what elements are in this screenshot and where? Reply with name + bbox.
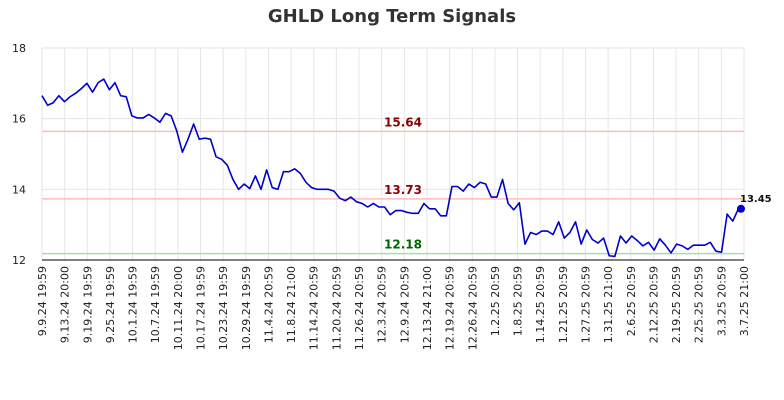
x-tick-label: 11.26.24 20:59 xyxy=(353,266,366,350)
reference-line-label: 15.64 xyxy=(384,115,422,129)
x-tick-label: 12.13.24 21:00 xyxy=(421,266,434,350)
x-tick-label: 1.27.25 20:59 xyxy=(579,266,592,343)
last-value-marker xyxy=(737,204,745,213)
x-tick-label: 2.12.25 20:59 xyxy=(647,266,660,343)
series-line xyxy=(41,78,744,258)
x-tick-label: 3.7.25 21:00 xyxy=(738,266,751,336)
x-tick-label: 12.19.24 20:59 xyxy=(444,266,457,350)
x-tick-label: 11.14.24 20:59 xyxy=(308,266,321,350)
x-tick-label: 2.19.25 20:59 xyxy=(670,266,683,343)
x-tick-label: 9.9.24 19:59 xyxy=(36,266,49,336)
x-tick-label: 11.8.24 21:00 xyxy=(285,266,298,343)
reference-line-label: 13.73 xyxy=(384,183,422,197)
x-tick-label: 9.13.24 20:00 xyxy=(59,266,72,343)
reference-line-label: 12.18 xyxy=(384,238,422,252)
x-tick-label: 10.29.24 19:59 xyxy=(240,266,253,350)
x-tick-label: 10.1.24 19:59 xyxy=(127,266,140,343)
y-tick-label: 14 xyxy=(12,183,26,196)
x-tick-label: 1.2.25 20:59 xyxy=(489,266,502,336)
y-tick-label: 18 xyxy=(12,42,26,55)
x-tick-label: 2.25.25 20:59 xyxy=(693,266,706,343)
chart-title: GHLD Long Term Signals xyxy=(267,6,517,27)
x-tick-label: 1.14.25 20:59 xyxy=(534,266,547,343)
x-tick-label: 10.11.24 20:00 xyxy=(172,266,185,350)
x-tick-label: 10.7.24 19:59 xyxy=(149,266,162,343)
x-tick-label: 9.19.24 19:59 xyxy=(81,266,94,343)
x-tick-label: 2.6.25 20:59 xyxy=(625,266,638,336)
x-tick-label: 10.17.24 19:59 xyxy=(195,266,208,350)
y-tick-label: 12 xyxy=(12,254,26,267)
x-tick-label: 1.21.25 20:59 xyxy=(557,266,570,343)
x-tick-label: 12.9.24 20:59 xyxy=(398,266,411,343)
x-tick-label: 10.23.24 19:59 xyxy=(217,266,230,350)
x-tick-label: 11.4.24 20:59 xyxy=(262,266,275,343)
x-tick-label: 12.26.24 20:59 xyxy=(466,266,479,350)
last-value-label: 13.45 xyxy=(740,194,772,205)
x-tick-label: 9.25.24 19:59 xyxy=(104,266,117,343)
x-tick-label: 3.3.25 20:59 xyxy=(715,266,728,336)
x-tick-label: 12.3.24 20:59 xyxy=(376,266,389,343)
y-tick-label: 16 xyxy=(12,113,26,126)
x-tick-label: 11.20.24 20:59 xyxy=(330,266,343,350)
x-tick-label: 1.8.25 20:59 xyxy=(512,266,525,336)
x-tick-label: 1.31.25 21:00 xyxy=(602,266,615,343)
